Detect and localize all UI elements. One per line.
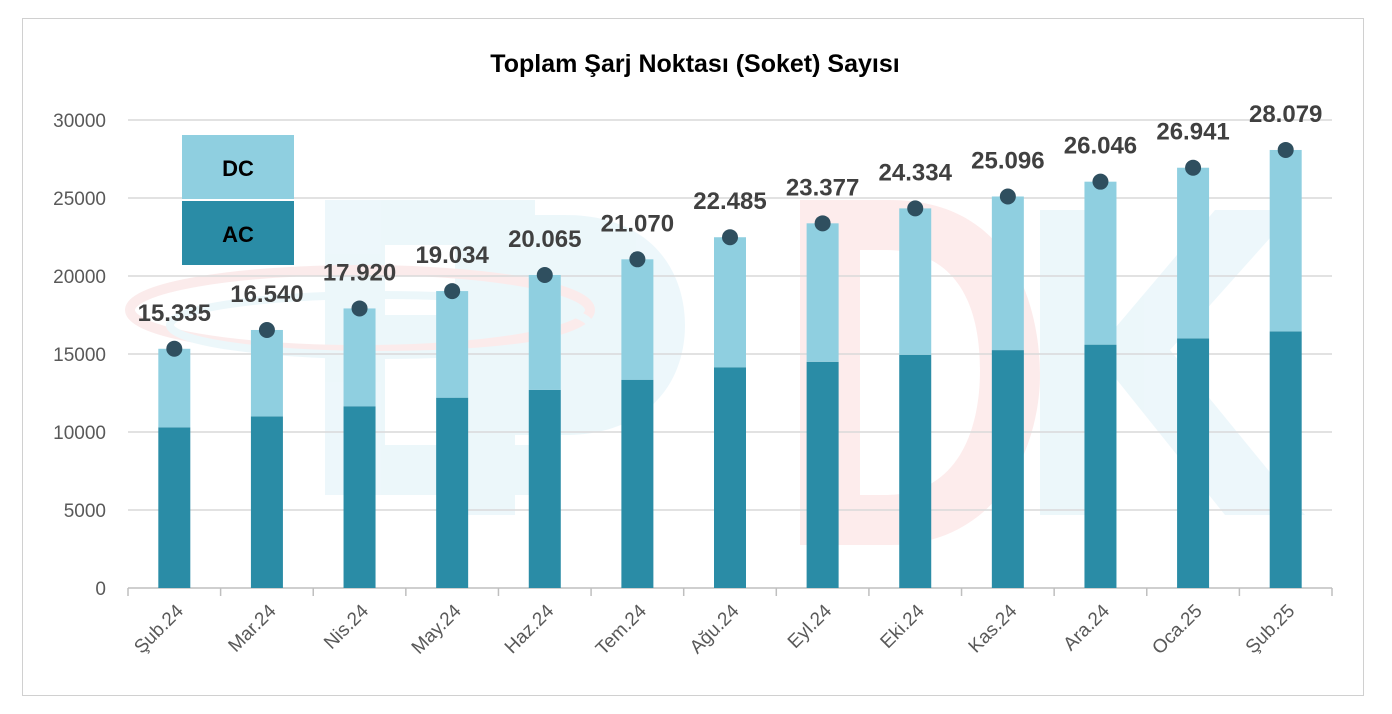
- total-label: 21.070: [601, 210, 674, 237]
- total-label: 19.034: [415, 242, 489, 269]
- x-tick-label: Oca.25: [1148, 601, 1206, 659]
- x-axis: Şub.24 Mar.24 Nis.24 May.24 Haz.24 Tem.24 Ağu.…: [127, 588, 1333, 660]
- y-tick-label: 25000: [53, 189, 106, 210]
- bar-dc: [343, 308, 376, 407]
- y-axis: 0 5000 10000 15000 20000 25000 30000: [53, 111, 106, 600]
- x-tick-label: Haz.24: [501, 600, 559, 658]
- total-marker: [536, 266, 553, 283]
- bar-ac: [1177, 338, 1210, 588]
- total-marker: [444, 283, 461, 300]
- x-tick-label: Şub.25: [1242, 601, 1299, 658]
- x-tick-label: Tem.24: [592, 600, 651, 659]
- x-tick-label: Ara.24: [1060, 600, 1115, 655]
- legend-label-ac: AC: [222, 222, 254, 247]
- y-tick-label: 20000: [53, 267, 106, 288]
- bar-dc: [436, 291, 469, 398]
- bar-ac: [714, 367, 746, 588]
- total-marker: [1277, 141, 1294, 158]
- legend-label-dc: DC: [222, 156, 254, 181]
- total-label: 15.335: [138, 300, 211, 327]
- total-label: 25.096: [971, 148, 1044, 175]
- bar-ac: [1269, 331, 1302, 588]
- y-tick-label: 5000: [64, 501, 106, 522]
- total-marker: [258, 321, 275, 338]
- watermark-swoosh-blue: [166, 291, 594, 359]
- total-marker: [351, 300, 368, 317]
- bar-dc: [899, 208, 932, 355]
- total-label: 16.540: [230, 281, 303, 308]
- total-marker: [722, 229, 738, 246]
- x-tick-label: Kas.24: [965, 600, 1022, 657]
- bar-ac: [436, 397, 469, 588]
- bars: [158, 149, 1302, 588]
- x-tick-label: Ağu.24: [686, 600, 744, 658]
- x-tick-label: Nis.24: [320, 600, 373, 653]
- bar-ac: [343, 406, 376, 588]
- y-tick-label: 10000: [53, 423, 106, 444]
- total-marker: [1092, 173, 1109, 190]
- total-label: 20.065: [508, 226, 581, 253]
- bar-dc: [1177, 167, 1210, 339]
- x-tick-label: May.24: [408, 600, 466, 658]
- total-labels: 15.335 16.540 17.920 19.034 20.065 21.070 22.4…: [138, 101, 1323, 327]
- watermark-letter-k: [1040, 210, 1305, 515]
- total-label: 26.941: [1156, 119, 1229, 146]
- total-markers: [166, 141, 1294, 357]
- total-marker: [907, 200, 924, 217]
- bar-ac: [158, 427, 191, 588]
- x-tick-label: Şub.24: [130, 600, 188, 658]
- total-marker: [814, 215, 831, 232]
- bar-dc: [1084, 181, 1117, 345]
- total-label: 17.920: [323, 259, 396, 286]
- watermark-letter-e: [325, 200, 540, 495]
- bar-dc: [528, 274, 561, 390]
- y-tick-label: 15000: [53, 345, 106, 366]
- bar-ac: [621, 379, 654, 588]
- bar-ac: [991, 350, 1024, 588]
- bar-ac: [1084, 344, 1117, 588]
- total-marker: [999, 188, 1016, 205]
- bar-dc: [714, 237, 746, 368]
- total-label: 24.334: [879, 159, 953, 186]
- total-label: 26.046: [1064, 133, 1137, 160]
- legend: DC AC: [182, 135, 294, 265]
- legend-swatch-ac: [182, 201, 294, 265]
- total-label: 22.485: [693, 188, 766, 215]
- chart-frame: [22, 18, 1364, 696]
- bar-dc: [158, 348, 191, 428]
- total-label: 23.377: [786, 174, 859, 201]
- bar-ac: [899, 354, 932, 588]
- bar-dc: [1269, 149, 1302, 332]
- total-marker: [1185, 159, 1202, 176]
- y-tick-label: 30000: [53, 111, 106, 132]
- y-tick-label: 0: [95, 579, 106, 600]
- watermark-letter-d: [800, 200, 1040, 545]
- bar-ac: [528, 389, 561, 588]
- bar-dc: [250, 329, 283, 417]
- bar-dc: [621, 259, 654, 380]
- x-tick-label: Mar.24: [225, 600, 281, 656]
- total-label: 28.079: [1249, 101, 1322, 128]
- bar-dc: [806, 223, 839, 362]
- x-tick-label: Eki.24: [877, 600, 929, 652]
- legend-swatch-dc: [182, 135, 294, 199]
- bar-ac: [250, 416, 283, 588]
- bar-ac: [806, 361, 839, 588]
- total-marker: [629, 251, 646, 268]
- x-tick-label: Eyl.24: [784, 600, 836, 652]
- total-marker: [166, 340, 183, 357]
- chart-title: Toplam Şarj Noktası (Soket) Sayısı: [490, 50, 899, 78]
- bar-dc: [991, 196, 1024, 351]
